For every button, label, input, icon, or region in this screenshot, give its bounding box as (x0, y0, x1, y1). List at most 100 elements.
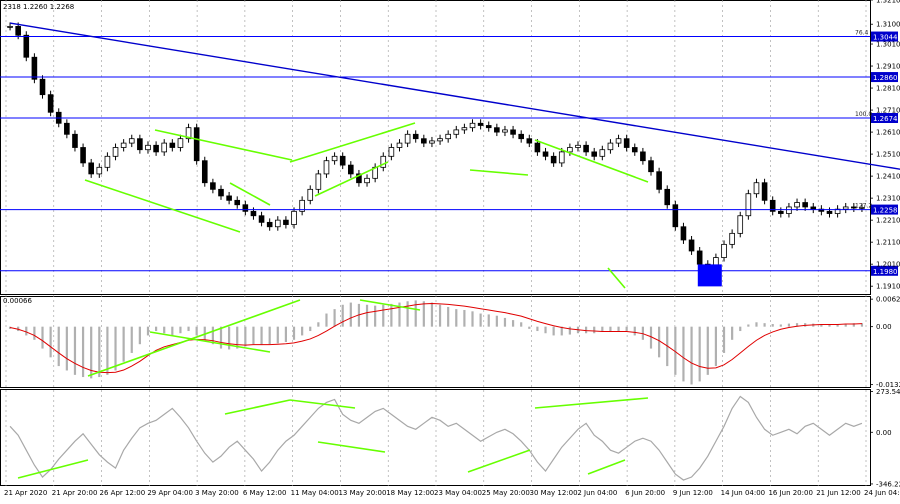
cci-tick-label: 0.00 (876, 429, 892, 437)
candle-body (623, 138, 630, 148)
divergence-line (314, 161, 389, 197)
price-pane-frame (0, 0, 871, 295)
axes: 21 Apr 2020 21 Apr 20:00 26 Apr 12:00 29 Ap… (4, 0, 900, 497)
cci-tick-label: -346.223 (876, 480, 900, 488)
fib-label: 127.2 (855, 203, 872, 210)
price-tick-label: 1.2810 (876, 85, 900, 93)
price-tick-label: 1.2610 (876, 129, 900, 137)
grid (5, 0, 867, 486)
candle-body (242, 204, 249, 212)
candle-body (445, 133, 451, 140)
candle-body (534, 142, 541, 153)
candle-body (688, 239, 695, 252)
macd-pane-frame (0, 296, 871, 388)
candle-body (656, 171, 662, 190)
candle-body (23, 34, 30, 58)
candle-body (696, 250, 703, 265)
candle-body (859, 206, 865, 209)
candle-body (80, 147, 86, 164)
divergence-line (467, 449, 531, 473)
candle-body (31, 56, 38, 80)
x-tick-label: 3 May 20:00 (195, 489, 239, 497)
candle-body (510, 129, 516, 135)
candle-body (453, 129, 460, 135)
candle-body (177, 138, 184, 148)
candle-body (88, 162, 94, 175)
price-tick-label: 1.2410 (876, 173, 900, 181)
candle-body (826, 210, 833, 214)
candle-body (404, 133, 411, 144)
panes (0, 0, 871, 486)
price-tick-label: 1.2910 (876, 63, 900, 71)
candle-body (348, 164, 354, 175)
signal-box (697, 264, 722, 287)
candle-body (583, 144, 589, 153)
x-tick-label: 21 Apr 20:00 (52, 489, 98, 497)
candle-body (640, 151, 646, 162)
divergence-line (84, 179, 241, 233)
candle-body (810, 206, 817, 210)
divergence-line (154, 129, 293, 161)
candle-body (485, 125, 492, 129)
candle-body (607, 142, 614, 151)
candle-body (680, 226, 687, 241)
x-tick-label: 16 Jun 20:00 (768, 489, 812, 497)
candle-body (761, 182, 768, 201)
level-tag-label: 1.3044 (873, 34, 898, 42)
candle-body (137, 138, 143, 151)
candle-body (753, 182, 760, 195)
candle-body (745, 193, 752, 217)
candle-body (558, 151, 565, 164)
x-tick-label: 24 Jun 04:00 (864, 489, 900, 497)
divergence-line (534, 139, 649, 183)
candle-body (380, 155, 387, 168)
macd-tick-label: -0.01323 (876, 381, 900, 389)
level-tag (871, 265, 898, 276)
price-tick-label: 1.3100 (876, 21, 900, 29)
candle-body (851, 206, 857, 209)
candle-body (96, 166, 103, 175)
candle-body (331, 155, 338, 162)
price-tick-label: 1.2010 (876, 261, 900, 269)
divergence-line (289, 399, 356, 409)
candle-body (550, 155, 557, 164)
divergence-line (534, 397, 649, 409)
candle-body (128, 138, 135, 144)
divergence-line (149, 331, 271, 353)
candle-body (769, 199, 776, 212)
divergence-line (607, 267, 626, 289)
candle-body (477, 122, 484, 126)
candle-body (672, 204, 679, 228)
divergence-line (17, 459, 89, 479)
candle-body (518, 133, 524, 140)
level-tag-label: 1.1980 (873, 268, 898, 276)
divergence-line (469, 169, 529, 176)
macd-tick-label: 0.00628 (876, 296, 900, 304)
x-tick-label: 25 May 20:00 (482, 489, 530, 497)
candle-body (291, 210, 297, 225)
level-tag-label: 1.2674 (873, 115, 898, 123)
x-tick-label: 6 Jun 20:00 (625, 489, 665, 497)
price-tick-label: 1.1910 (876, 283, 900, 291)
ohlc-header: 2318 1.2260 1.2268 (3, 3, 74, 11)
candle-body (339, 155, 346, 166)
divergence-line (359, 299, 421, 311)
candle-body (526, 138, 533, 144)
price-tick-label: 1.2210 (876, 217, 900, 225)
cci-line (9, 395, 863, 481)
candle-body (250, 210, 257, 217)
candle-body (786, 206, 792, 214)
candle-body (218, 188, 224, 197)
candle-body (567, 147, 573, 153)
candles (7, 22, 865, 273)
level-tag-label: 1.2860 (873, 74, 898, 82)
price-tick-label: 1.2310 (876, 195, 900, 203)
candle-body (283, 219, 289, 225)
candle-body (664, 188, 671, 206)
candle-body (7, 26, 13, 28)
candle-body (323, 160, 330, 175)
divergence-line (317, 441, 386, 453)
price-tick-label: 1.2510 (876, 151, 900, 159)
